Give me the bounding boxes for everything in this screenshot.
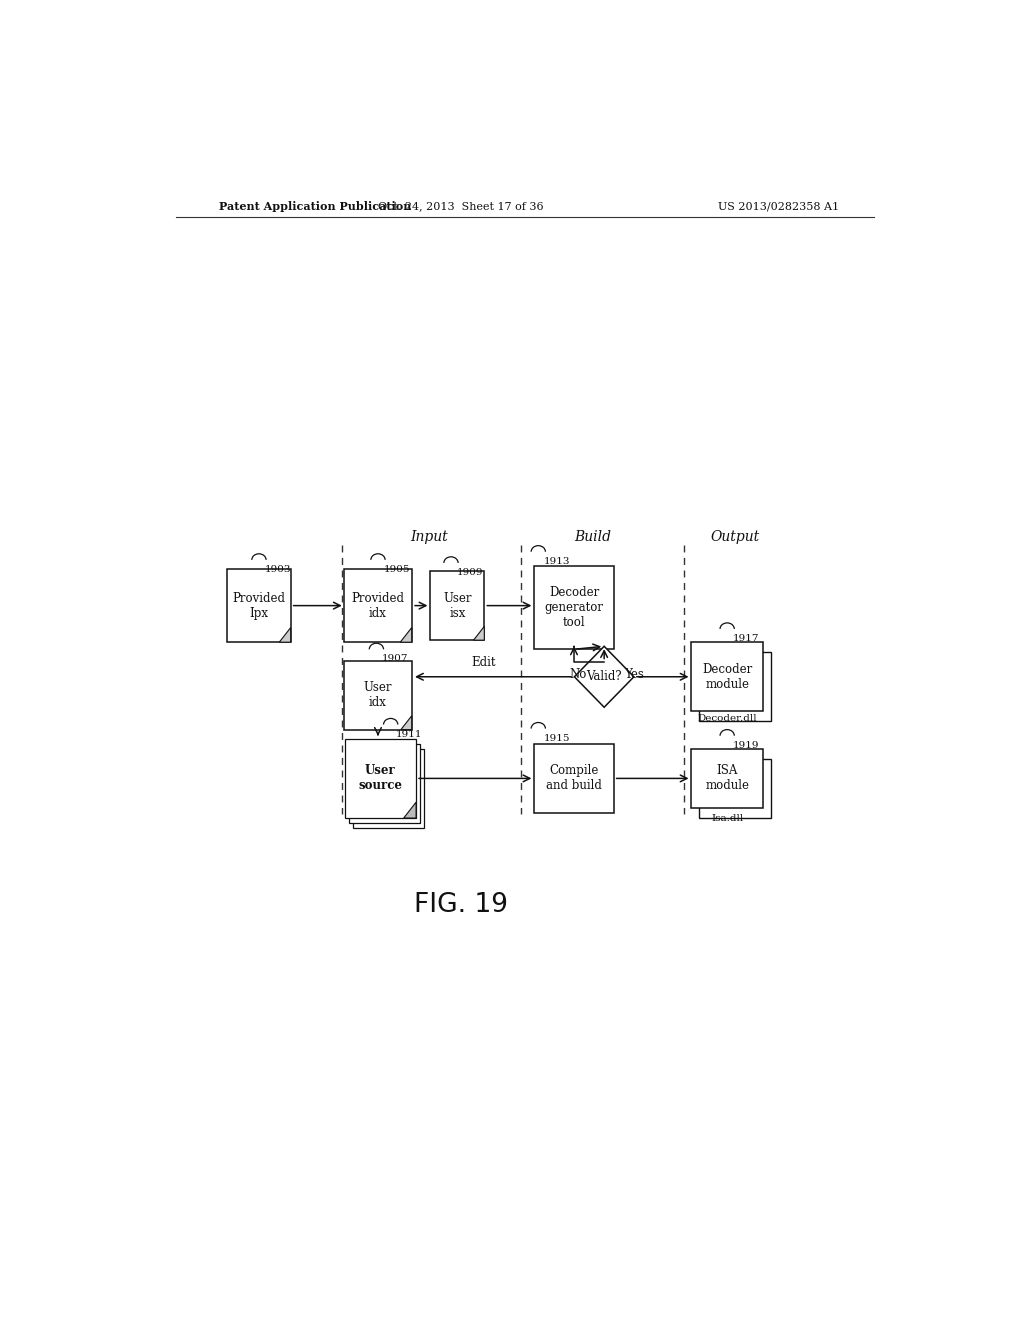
Bar — [691, 748, 763, 808]
Bar — [227, 569, 291, 643]
Polygon shape — [280, 627, 291, 643]
Text: 1909: 1909 — [457, 568, 483, 577]
Text: 1905: 1905 — [384, 565, 410, 574]
Text: No: No — [569, 668, 587, 681]
Text: User
idx: User idx — [364, 681, 392, 709]
Text: Decoder.dll: Decoder.dll — [697, 714, 757, 723]
Text: 1911: 1911 — [396, 730, 423, 739]
Text: 1919: 1919 — [733, 741, 759, 750]
Text: Input: Input — [411, 529, 449, 544]
Bar — [344, 569, 412, 643]
Text: Decoder
generator
tool: Decoder generator tool — [545, 586, 603, 630]
Text: Provided
idx: Provided idx — [351, 591, 404, 619]
Text: 1917: 1917 — [733, 634, 759, 643]
Bar — [535, 744, 613, 813]
Text: FIG. 19: FIG. 19 — [415, 892, 508, 919]
Polygon shape — [400, 627, 412, 643]
Text: 1907: 1907 — [382, 655, 409, 664]
Text: Provided
Ipx: Provided Ipx — [232, 591, 286, 619]
Bar — [699, 759, 771, 818]
Text: Edit: Edit — [471, 656, 496, 669]
Text: ISA
module: ISA module — [706, 764, 750, 792]
Bar — [691, 643, 763, 711]
Polygon shape — [574, 647, 634, 708]
Bar — [345, 739, 416, 818]
Polygon shape — [401, 715, 412, 730]
Bar — [352, 748, 424, 828]
Text: Oct. 24, 2013  Sheet 17 of 36: Oct. 24, 2013 Sheet 17 of 36 — [379, 201, 544, 211]
Text: US 2013/0282358 A1: US 2013/0282358 A1 — [718, 201, 840, 211]
Text: Isa.dll: Isa.dll — [711, 814, 743, 822]
Text: Valid?: Valid? — [587, 671, 622, 684]
Text: Build: Build — [573, 529, 610, 544]
Bar — [699, 652, 771, 722]
Polygon shape — [403, 803, 416, 818]
Bar — [344, 660, 412, 730]
Text: 1913: 1913 — [544, 557, 570, 566]
Text: Output: Output — [711, 529, 760, 544]
Bar — [535, 566, 613, 649]
Text: 1915: 1915 — [544, 734, 570, 743]
Text: Patent Application Publication: Patent Application Publication — [219, 201, 412, 211]
Text: Yes: Yes — [625, 668, 644, 681]
Polygon shape — [473, 627, 484, 640]
Text: User
source: User source — [358, 764, 402, 792]
Text: User
isx: User isx — [443, 591, 472, 619]
Text: 1903: 1903 — [264, 565, 291, 574]
Bar — [348, 744, 420, 824]
Text: Decoder
module: Decoder module — [702, 663, 753, 690]
Text: Compile
and build: Compile and build — [546, 764, 602, 792]
Bar — [430, 572, 484, 640]
